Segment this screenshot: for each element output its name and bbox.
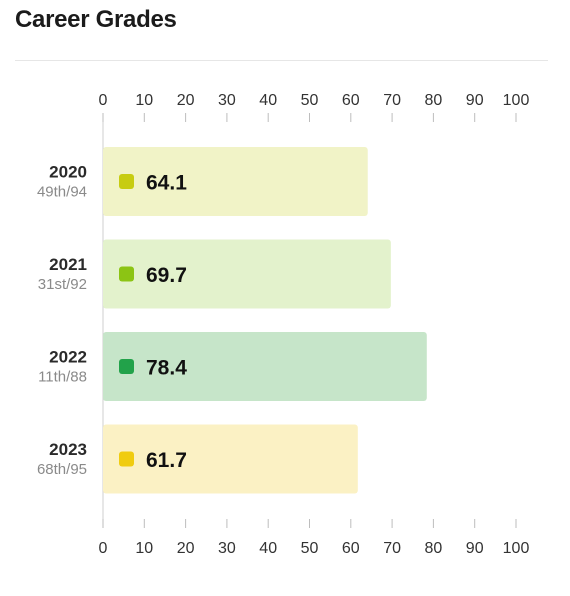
title-divider — [15, 60, 548, 61]
x-tick-label-bottom: 20 — [177, 540, 195, 557]
x-tick-label-bottom: 40 — [259, 540, 277, 557]
x-tick-label-bottom: 90 — [466, 540, 484, 557]
grade-color-marker — [119, 451, 134, 467]
x-tick-label-bottom: 60 — [342, 540, 360, 557]
x-tick-label-top: 70 — [383, 92, 401, 109]
x-tick-label-top: 30 — [218, 92, 236, 109]
category-label: 2021 — [49, 255, 87, 274]
rank-label: 68th/95 — [37, 461, 87, 478]
grade-color-marker — [119, 174, 134, 189]
x-tick-label-top: 10 — [135, 92, 153, 109]
x-tick-label-bottom: 100 — [503, 540, 530, 557]
x-tick-label-bottom: 70 — [383, 540, 401, 557]
value-label: 64.1 — [146, 172, 187, 195]
value-label: 69.7 — [146, 264, 187, 287]
bar — [103, 424, 358, 494]
x-tick-label-bottom: 10 — [135, 540, 153, 557]
category-label: 2022 — [49, 348, 87, 367]
grade-color-marker — [119, 266, 134, 282]
value-label: 61.7 — [146, 449, 187, 472]
x-tick-label-top: 0 — [99, 92, 108, 109]
grade-color-marker — [119, 359, 134, 374]
x-tick-label-bottom: 50 — [301, 540, 319, 557]
x-tick-label-top: 50 — [301, 92, 319, 109]
x-tick-label-bottom: 30 — [218, 540, 236, 557]
rank-label: 11th/88 — [38, 369, 87, 386]
rank-label: 31st/92 — [38, 276, 87, 293]
x-tick-label-top: 40 — [259, 92, 277, 109]
x-tick-label-top: 80 — [425, 92, 443, 109]
category-label: 2020 — [49, 163, 87, 182]
x-tick-label-top: 90 — [466, 92, 484, 109]
x-tick-label-top: 20 — [177, 92, 195, 109]
value-label: 78.4 — [146, 357, 187, 380]
page-title: Career Grades — [15, 6, 177, 33]
x-tick-label-top: 60 — [342, 92, 360, 109]
rank-label: 49th/94 — [37, 184, 87, 201]
x-tick-label-top: 100 — [503, 92, 530, 109]
category-label: 2023 — [49, 440, 87, 459]
bar — [103, 332, 427, 401]
bar — [103, 239, 391, 309]
bar — [103, 147, 368, 216]
x-tick-label-bottom: 0 — [99, 540, 108, 557]
x-tick-label-bottom: 80 — [425, 540, 443, 557]
